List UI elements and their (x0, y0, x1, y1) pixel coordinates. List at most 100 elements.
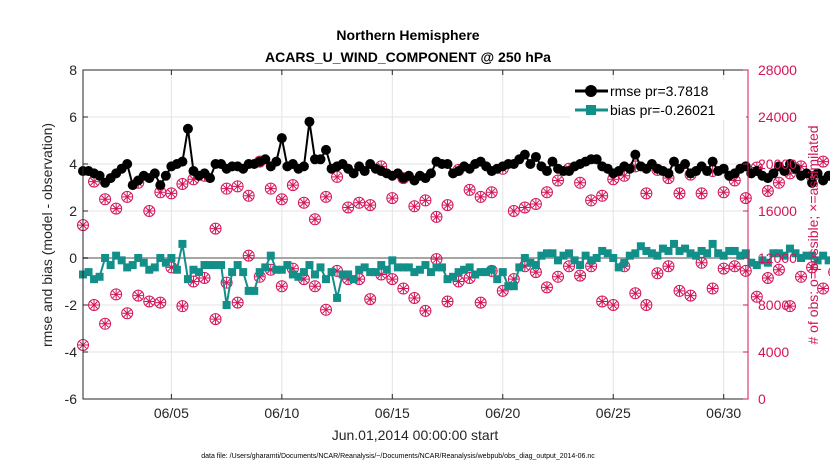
obs-possible-marker (640, 187, 653, 200)
rmse-point (348, 168, 359, 179)
obs-assimilated-marker (232, 181, 243, 192)
y-right-tick-label: 12000 (758, 250, 797, 266)
obs-point (474, 190, 487, 203)
obs-possible-marker (275, 193, 288, 206)
obs-possible-marker (231, 180, 244, 193)
obs-point (110, 202, 123, 215)
bias-point (393, 263, 402, 272)
obs-possible-marker (607, 299, 620, 311)
obs-point (364, 293, 377, 306)
bias-point (747, 258, 756, 267)
obs-possible-marker (518, 201, 531, 214)
bias-point (669, 239, 678, 248)
bias-point (774, 249, 783, 258)
bias-point (288, 270, 297, 279)
obs-assimilated-marker (696, 188, 707, 199)
obs-point (419, 194, 432, 207)
bias-point (443, 275, 452, 284)
bias-point (217, 261, 226, 270)
obs-assimilated-marker (707, 166, 718, 177)
obs-point (552, 174, 564, 187)
bias-point (471, 270, 480, 279)
obs-possible-marker (209, 222, 222, 235)
rmse-point (321, 144, 332, 155)
bias-point (327, 268, 336, 277)
obs-point (419, 304, 432, 317)
chart-title-line2: ACARS_U_WIND_COMPONENT @ 250 hPa (265, 49, 551, 65)
bias-point (421, 261, 430, 270)
obs-possible-marker (99, 193, 112, 206)
obs-point (242, 189, 255, 202)
obs-possible-marker (739, 264, 752, 277)
bias-point (250, 286, 259, 295)
rmse-point (823, 170, 830, 181)
obs-assimilated-marker (210, 223, 221, 234)
bias-point (614, 263, 623, 272)
bias-point (145, 265, 154, 274)
obs-assimilated-marker (784, 301, 795, 312)
y-tick-label: 8 (69, 62, 77, 78)
obs-possible-marker (673, 284, 686, 297)
obs-point (717, 186, 730, 199)
rmse-point (591, 154, 602, 165)
obs-point (143, 205, 156, 217)
obs-assimilated-marker (630, 161, 641, 172)
obs-possible-marker (750, 290, 763, 303)
obs-assimilated-marker (376, 269, 387, 280)
obs-assimilated-marker (144, 206, 155, 216)
obs-possible-marker (496, 284, 509, 297)
bias-point (228, 268, 237, 277)
bias-point (537, 251, 546, 260)
bias-point (565, 249, 574, 258)
obs-assimilated-marker (122, 308, 133, 319)
bias-point (587, 256, 596, 265)
bias-point (482, 268, 491, 277)
obs-assimilated-marker (111, 289, 122, 300)
rmse-point (525, 159, 536, 169)
rmse-point (260, 154, 271, 165)
obs-assimilated-marker (464, 272, 475, 283)
obs-possible-marker (574, 269, 587, 282)
bias-point (222, 301, 231, 309)
obs-point (408, 291, 421, 304)
bias-point (785, 244, 794, 253)
obs-possible-marker (364, 199, 377, 212)
obs-possible-marker (121, 190, 134, 203)
x-tick-label: 06/30 (706, 405, 741, 421)
bias-point (454, 268, 463, 277)
obs-possible-marker (795, 270, 808, 283)
bias-point (758, 256, 767, 265)
obs-point (176, 300, 189, 313)
obs-assimilated-marker (243, 190, 254, 201)
obs-assimilated-marker (608, 300, 619, 310)
obs-possible-marker (419, 304, 432, 317)
obs-point (596, 189, 609, 202)
bias-point (399, 263, 408, 272)
obs-assimilated-marker (166, 188, 177, 199)
obs-possible-marker (695, 256, 708, 269)
obs-point (673, 284, 686, 297)
bias-point (189, 265, 198, 274)
obs-assimilated-marker (365, 200, 376, 211)
obs-point (596, 295, 609, 308)
bias-point (150, 263, 159, 272)
bias-point (791, 249, 800, 258)
bias-point (487, 265, 496, 274)
bias-point (509, 282, 518, 291)
obs-point (441, 199, 454, 212)
obs-point (121, 307, 134, 320)
obs-assimilated-marker (740, 193, 751, 204)
bias-point (714, 249, 723, 258)
bias-point (603, 249, 612, 258)
obs-assimilated-marker (729, 175, 740, 186)
bias-point (581, 251, 590, 260)
obs-assimilated-marker (309, 214, 320, 225)
obs-possible-marker (761, 271, 774, 284)
bias-point (460, 265, 469, 274)
obs-point (496, 284, 509, 297)
x-tick-label: 06/25 (596, 405, 631, 421)
bias-point (156, 254, 165, 262)
obs-possible-marker (308, 280, 321, 293)
bias-point (813, 256, 822, 265)
bias-point (797, 254, 806, 262)
